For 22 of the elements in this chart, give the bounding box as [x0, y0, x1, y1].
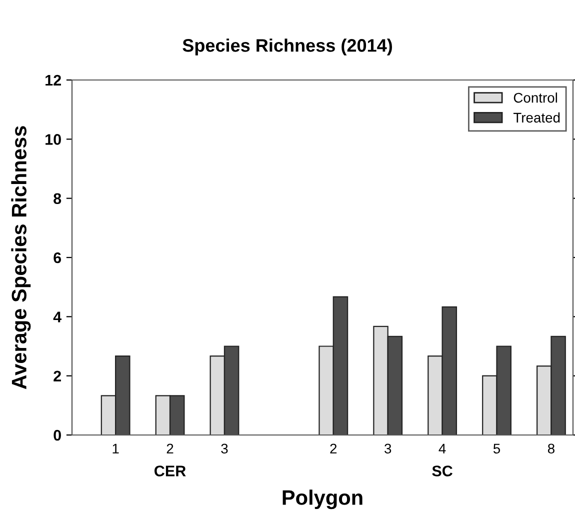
y-tick-label: 2 [54, 370, 61, 382]
y-tick-label: 12 [46, 74, 61, 86]
text: SC [432, 466, 452, 476]
x-axis-title: Polygon [282, 490, 362, 510]
y-tick-label: 0 [54, 430, 61, 441]
y-tick-label: 4 [53, 312, 62, 322]
x-tick-label: 2 [330, 444, 337, 454]
y-tick-label: 6 [54, 252, 62, 264]
x-tick-label: 5 [493, 444, 500, 454]
legend-label: Treated [513, 112, 560, 123]
x-tick-label: 3 [384, 444, 392, 454]
x-tick-label: 3 [221, 444, 228, 454]
x-tick-label: 8 [548, 444, 554, 454]
text: CER [154, 466, 186, 476]
y-axis-title: Average Species Richness [11, 126, 31, 390]
x-tick-label: 1 [112, 444, 119, 454]
x-tick-label: 2 [166, 444, 174, 454]
y-tick-label: 8 [54, 193, 62, 204]
y-tick-label: 10 [46, 134, 61, 145]
legend-label: Control [514, 92, 558, 103]
chart-title: Species Richness (2014) [182, 38, 392, 56]
x-tick-label: 4 [438, 444, 446, 454]
